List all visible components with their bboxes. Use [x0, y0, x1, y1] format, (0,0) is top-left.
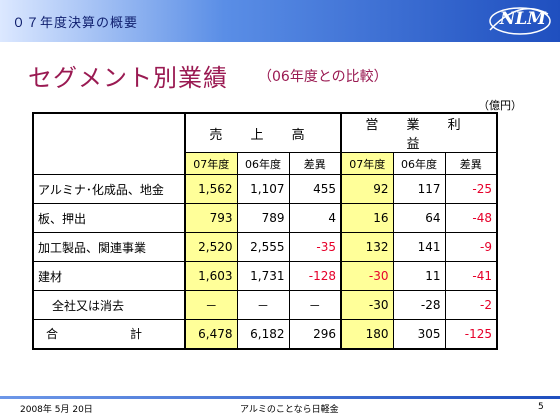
op-07-cell: 92	[340, 174, 394, 204]
row-label: 全社又は消去	[32, 290, 186, 320]
sales-07-cell: 1,562	[184, 174, 238, 204]
op-diff-cell: -41	[444, 261, 498, 291]
op-06-cell: 117	[392, 174, 446, 204]
page-number: 5	[538, 402, 544, 412]
sub-header-sales-diff: 差異	[288, 152, 342, 175]
sales-diff-cell: 296	[288, 319, 342, 349]
row-label: アルミナ･化成品、地金	[32, 174, 186, 204]
sales-07-cell: 1,603	[184, 261, 238, 291]
sales-07-cell: －	[184, 290, 238, 320]
sub-header-op-07: 07年度	[340, 152, 394, 175]
sales-diff-cell: -128	[288, 261, 342, 291]
segment-results-table: 売 上 高 営 業 利 益 07年度 06年度 差異 07年度 06年度 差異 …	[32, 112, 498, 350]
op-diff-cell: -9	[444, 232, 498, 262]
op-07-cell: -30	[340, 290, 394, 320]
op-diff-cell: -2	[444, 290, 498, 320]
op-06-cell: 11	[392, 261, 446, 291]
table-row: 建材 1,603 1,731 -128 -30 11 -41	[32, 261, 498, 291]
sales-06-cell: 1,107	[236, 174, 290, 204]
header-band	[0, 0, 560, 42]
slide-title: セグメント別業績	[28, 64, 228, 92]
table-row: アルミナ･化成品、地金 1,562 1,107 455 92 117 -25	[32, 174, 498, 204]
sales-06-cell: 789	[236, 203, 290, 233]
sub-header-sales-06: 06年度	[236, 152, 290, 175]
footer-date: 2008年 5月 20日	[20, 405, 93, 415]
sub-header-sales-07: 07年度	[184, 152, 238, 175]
op-diff-cell: -48	[444, 203, 498, 233]
op-06-cell: 141	[392, 232, 446, 262]
sales-06-cell: －	[236, 290, 290, 320]
table-row: 全社又は消去 － － － -30 -28 -2	[32, 290, 498, 320]
footer-divider	[0, 396, 560, 399]
sales-06-cell: 1,731	[236, 261, 290, 291]
sales-diff-cell: 455	[288, 174, 342, 204]
operating-income-group-header: 営 業 利 益	[340, 112, 498, 153]
row-label: 建材	[32, 261, 186, 291]
total-label: 合 計	[32, 319, 186, 349]
op-07-cell: 132	[340, 232, 394, 262]
op-diff-cell: -125	[444, 319, 498, 349]
row-label: 加工製品、関連事業	[32, 232, 186, 262]
sales-07-cell: 6,478	[184, 319, 238, 349]
unit-label: （億円）	[478, 99, 522, 112]
sales-diff-cell: -35	[288, 232, 342, 262]
op-06-cell: -28	[392, 290, 446, 320]
op-07-cell: 180	[340, 319, 394, 349]
sales-group-header: 売 上 高	[184, 112, 342, 153]
sales-diff-cell: 4	[288, 203, 342, 233]
sales-07-cell: 2,520	[184, 232, 238, 262]
table-row: 加工製品、関連事業 2,520 2,555 -35 132 141 -9	[32, 232, 498, 262]
footer-organization: アルミのことなら日軽金	[240, 405, 339, 415]
group-header-row: 売 上 高 営 業 利 益	[32, 112, 498, 175]
row-label: 板、押出	[32, 203, 186, 233]
sales-06-cell: 2,555	[236, 232, 290, 262]
sub-header-op-diff: 差異	[444, 152, 498, 175]
table-row: 板、押出 793 789 4 16 64 -48	[32, 203, 498, 233]
sales-06-cell: 6,182	[236, 319, 290, 349]
sub-header-op-06: 06年度	[392, 152, 446, 175]
sales-diff-cell: －	[288, 290, 342, 320]
total-row: 合 計 6,478 6,182 296 180 305 -125	[32, 319, 498, 349]
company-logo	[489, 7, 551, 35]
slide-subtitle: （06年度との比較）	[258, 69, 388, 85]
op-07-cell: 16	[340, 203, 394, 233]
op-diff-cell: -25	[444, 174, 498, 204]
op-06-cell: 64	[392, 203, 446, 233]
logo-text: NLM	[499, 9, 546, 29]
op-06-cell: 305	[392, 319, 446, 349]
corner-cell	[32, 112, 186, 175]
op-07-cell: -30	[340, 261, 394, 291]
header-title: ０７年度決算の概要	[12, 16, 139, 31]
sales-07-cell: 793	[184, 203, 238, 233]
